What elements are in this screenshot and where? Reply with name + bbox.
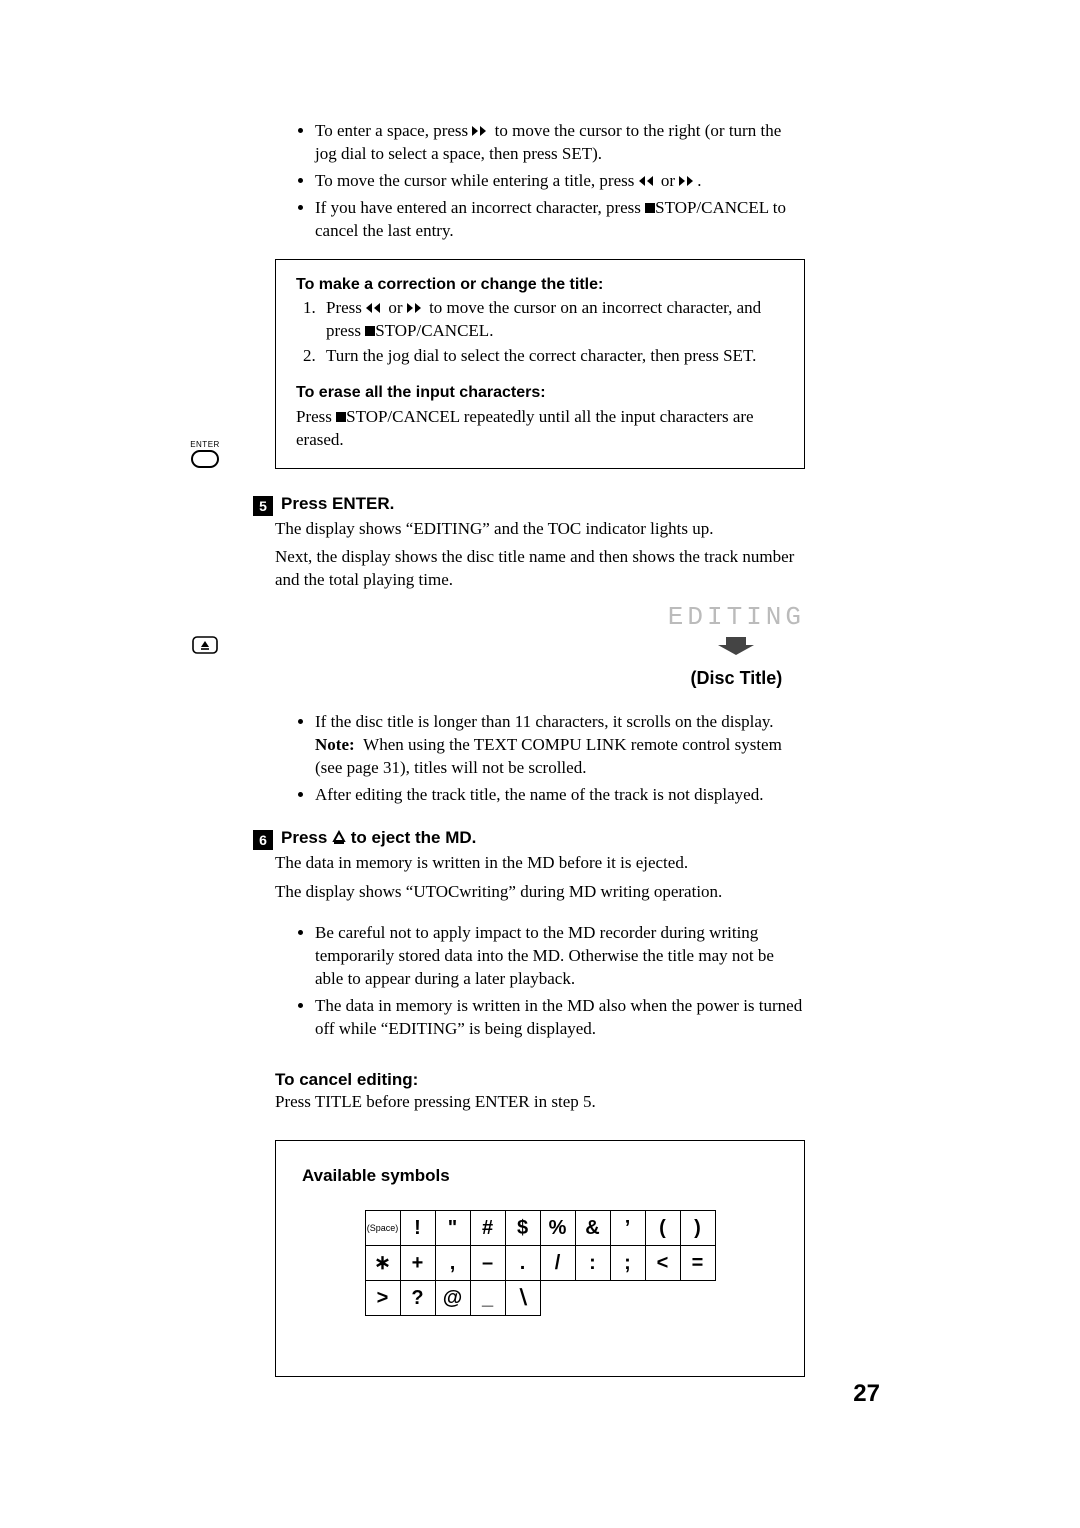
- symbol-cell: ?: [400, 1281, 435, 1316]
- intro-bullet-list: To enter a space, press to move the curs…: [275, 120, 805, 243]
- enter-button-icon: ENTER: [175, 440, 235, 476]
- intro-bullet: If you have entered an incorrect charact…: [315, 197, 805, 243]
- symbol-cell: ∖: [505, 1281, 540, 1316]
- symbol-cell: $: [505, 1211, 540, 1246]
- symbol-cell: [645, 1281, 680, 1316]
- correction-step: Turn the jog dial to select the correct …: [320, 345, 784, 368]
- symbol-cell: ): [680, 1211, 715, 1246]
- symbol-cell: +: [400, 1246, 435, 1281]
- symbol-cell: ’: [610, 1211, 645, 1246]
- symbol-cell: [575, 1281, 610, 1316]
- correction-steps: Press or to move the cursor on an incorr…: [296, 297, 784, 368]
- symbol-cell: –: [470, 1246, 505, 1281]
- symbol-cell: (: [645, 1211, 680, 1246]
- step-6: 6 Press to eject the MD.: [253, 827, 805, 850]
- step-6-bullet: The data in memory is written in the MD …: [315, 995, 805, 1041]
- editing-display: EDITING (Disc Title): [275, 600, 805, 691]
- step-6-body2: The display shows “UTOCwriting” during M…: [275, 881, 805, 904]
- symbol-cell: <: [645, 1246, 680, 1281]
- symbol-cell: ;: [610, 1246, 645, 1281]
- step-5-bullet: After editing the track title, the name …: [315, 784, 805, 807]
- symbol-cell: %: [540, 1211, 575, 1246]
- step-5-bullets: If the disc title is longer than 11 char…: [275, 711, 805, 807]
- step-5-title: Press ENTER.: [281, 493, 394, 516]
- arrow-down-icon: [716, 635, 756, 657]
- step-5-bullet: If the disc title is longer than 11 char…: [315, 711, 805, 780]
- erase-body: Press STOP/CANCEL repeatedly until all t…: [296, 406, 784, 452]
- symbol-cell: !: [400, 1211, 435, 1246]
- symbol-cell: (Space): [365, 1211, 400, 1246]
- symbols-heading: Available symbols: [302, 1165, 778, 1188]
- correction-heading: To make a correction or change the title…: [296, 274, 784, 296]
- symbol-cell: [680, 1281, 715, 1316]
- symbol-cell: /: [540, 1246, 575, 1281]
- symbol-cell: :: [575, 1246, 610, 1281]
- symbol-cell: #: [470, 1211, 505, 1246]
- symbol-cell: >: [365, 1281, 400, 1316]
- symbol-cell: @: [435, 1281, 470, 1316]
- step-5-body1: The display shows “EDITING” and the TOC …: [275, 518, 805, 541]
- symbol-cell: ,: [435, 1246, 470, 1281]
- step-6-body1: The data in memory is written in the MD …: [275, 852, 805, 875]
- page-number: 27: [853, 1380, 880, 1408]
- step-6-bullet: Be careful not to apply impact to the MD…: [315, 922, 805, 991]
- eject-button-icon: [175, 635, 235, 660]
- correction-step: Press or to move the cursor on an incorr…: [320, 297, 784, 343]
- intro-bullet: To move the cursor while entering a titl…: [315, 170, 805, 193]
- step-6-title: Press to eject the MD.: [281, 827, 476, 850]
- symbol-cell: ": [435, 1211, 470, 1246]
- symbol-cell: =: [680, 1246, 715, 1281]
- erase-heading: To erase all the input characters:: [296, 382, 784, 404]
- symbol-cell: ∗: [365, 1246, 400, 1281]
- symbol-cell: [540, 1281, 575, 1316]
- step-number-6: 6: [253, 830, 273, 850]
- correction-box: To make a correction or change the title…: [275, 259, 805, 469]
- step-5: 5 Press ENTER.: [253, 493, 805, 516]
- symbols-table: (Space)!"#$%&’() ∗+,–./:;<= >?@_∖: [365, 1210, 716, 1316]
- cancel-heading: To cancel editing:: [275, 1069, 805, 1092]
- disc-title-label: (Disc Title): [668, 666, 805, 690]
- symbol-cell: &: [575, 1211, 610, 1246]
- enter-label: ENTER: [175, 440, 235, 449]
- symbol-cell: _: [470, 1281, 505, 1316]
- intro-bullet: To enter a space, press to move the curs…: [315, 120, 805, 166]
- step-6-bullets: Be careful not to apply impact to the MD…: [275, 922, 805, 1041]
- symbol-cell: .: [505, 1246, 540, 1281]
- editing-text: EDITING: [668, 600, 805, 635]
- step-5-body2: Next, the display shows the disc title n…: [275, 546, 805, 592]
- step-number-5: 5: [253, 496, 273, 516]
- cancel-body: Press TITLE before pressing ENTER in ste…: [275, 1091, 805, 1114]
- symbol-cell: [610, 1281, 645, 1316]
- symbols-box: Available symbols (Space)!"#$%&’() ∗+,–.…: [275, 1140, 805, 1377]
